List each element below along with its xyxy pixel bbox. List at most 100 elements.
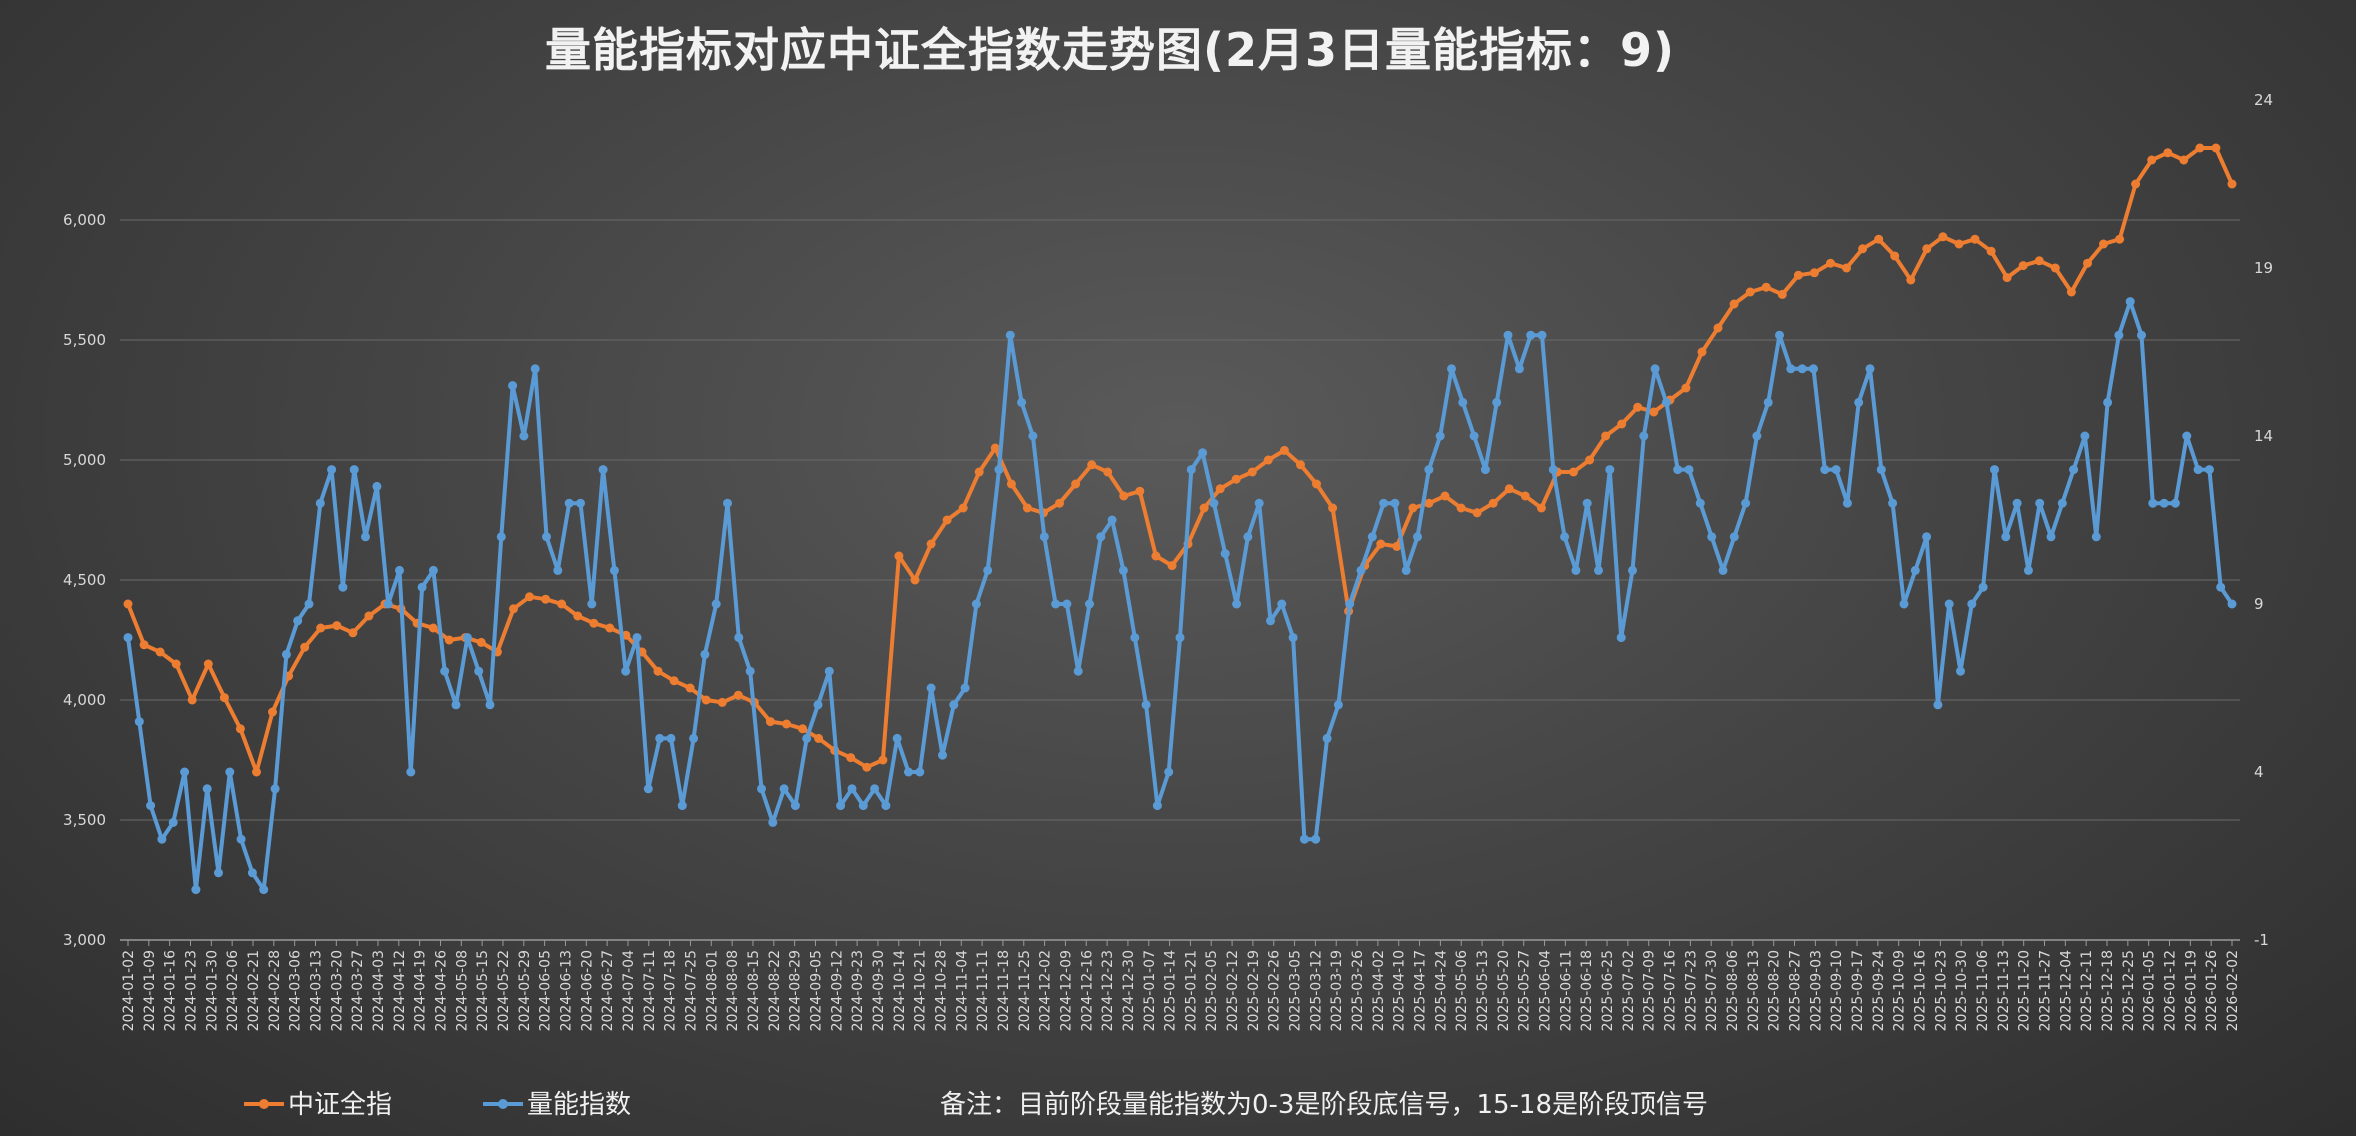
x-tick-label: 2024-07-04	[621, 950, 637, 1031]
data-point	[1713, 323, 1723, 333]
data-point	[2050, 263, 2060, 273]
data-point	[1017, 397, 1027, 407]
x-tick-label: 2024-05-29	[517, 950, 533, 1031]
x-tick-label: 2024-06-27	[600, 950, 616, 1031]
x-tick-label: 2025-09-10	[1829, 950, 1845, 1031]
x-tick-label: 2024-10-28	[933, 950, 949, 1031]
data-point	[2170, 498, 2180, 508]
data-point	[428, 623, 438, 633]
left-axis-ticks: 3,000 3,500 4,000 4,500 5,000 5,500 6,000	[63, 211, 106, 949]
x-tick-label: 2024-11-04	[954, 950, 970, 1031]
x-tick-label: 2024-07-25	[683, 950, 699, 1031]
data-point	[1514, 364, 1524, 374]
data-point	[2080, 431, 2090, 441]
data-point	[1842, 498, 1852, 508]
data-point	[1933, 700, 1943, 710]
data-point	[2227, 599, 2237, 609]
data-point	[1401, 565, 1411, 575]
data-point	[878, 755, 888, 765]
data-point	[609, 565, 619, 575]
data-point	[2012, 498, 2022, 508]
data-point	[1970, 234, 1980, 244]
data-point	[1085, 599, 1094, 609]
data-point	[1842, 263, 1851, 273]
data-point	[476, 637, 486, 647]
x-tick-label: 2024-08-15	[746, 950, 762, 1031]
x-tick-label: 2024-09-12	[829, 950, 845, 1031]
x-tick-label: 2025-04-02	[1371, 950, 1387, 1031]
data-point	[444, 635, 454, 645]
data-point	[836, 801, 846, 811]
data-point	[202, 784, 212, 794]
data-point	[1039, 532, 1049, 542]
data-point	[960, 683, 970, 693]
data-point	[2066, 287, 2076, 297]
right-tick-label: 24	[2254, 91, 2273, 109]
data-point	[281, 649, 291, 659]
data-point	[123, 633, 133, 643]
data-point	[474, 666, 484, 676]
data-point	[587, 599, 597, 609]
data-point	[1729, 532, 1739, 542]
x-tick-label: 2025-05-13	[1475, 950, 1491, 1031]
x-tick-label: 2025-10-23	[1933, 950, 1949, 1031]
data-point	[2159, 498, 2169, 508]
left-tick-label: 5,500	[63, 331, 106, 349]
data-point	[1345, 599, 1355, 609]
data-point	[1424, 465, 1434, 475]
series-line	[126, 299, 2234, 892]
data-point	[1777, 289, 1787, 299]
data-point	[2193, 465, 2203, 475]
data-point	[1118, 565, 1128, 575]
data-point	[1073, 666, 1083, 676]
data-point	[576, 498, 585, 508]
data-point	[1447, 364, 1456, 374]
data-point	[1167, 561, 1177, 571]
left-tick-label: 4,500	[63, 571, 106, 589]
data-point	[2211, 143, 2221, 153]
x-tick-label: 2025-01-14	[1163, 950, 1179, 1031]
data-point	[155, 647, 165, 657]
data-point	[315, 498, 325, 508]
data-point	[1328, 503, 1338, 513]
data-point	[2083, 258, 2092, 268]
x-tick-label: 2025-11-13	[1996, 950, 2012, 1031]
data-point	[1480, 465, 1490, 475]
data-point	[2099, 239, 2108, 249]
data-point	[798, 724, 808, 734]
data-point	[621, 666, 631, 676]
data-point	[348, 628, 358, 638]
x-tick-label: 2024-09-30	[871, 950, 887, 1031]
right-tick-label: 19	[2254, 259, 2273, 277]
data-point	[1392, 541, 1402, 551]
data-point	[1826, 258, 1835, 268]
data-point	[2125, 297, 2135, 307]
data-point	[958, 503, 968, 513]
right-tick-label: 14	[2254, 427, 2273, 445]
data-point	[1356, 565, 1366, 575]
data-point	[598, 465, 608, 475]
x-tick-label: 2025-01-21	[1183, 950, 1199, 1031]
data-point	[1312, 479, 1321, 489]
data-point	[1548, 465, 1558, 475]
chart-title: 量能指标对应中证全指数走势图(2月3日量能指标：9)	[544, 23, 1676, 77]
x-tick-label: 2025-08-06	[1725, 950, 1741, 1031]
data-point	[214, 868, 223, 878]
x-tick-label: 2024-01-30	[204, 950, 220, 1031]
x-tick-label: 2024-04-03	[371, 950, 387, 1031]
data-point	[1006, 479, 1016, 489]
data-point	[1288, 633, 1298, 643]
data-point	[2179, 155, 2189, 165]
data-point	[1775, 330, 1784, 340]
data-point	[926, 539, 936, 549]
data-point	[1456, 503, 1466, 513]
data-point	[1175, 633, 1185, 643]
data-point	[938, 750, 947, 760]
data-point	[2035, 498, 2045, 508]
data-point	[2001, 532, 2011, 542]
data-point	[1390, 498, 1400, 508]
data-point	[1458, 397, 1468, 407]
data-point	[268, 707, 277, 717]
data-point	[1311, 834, 1321, 844]
data-point	[542, 532, 551, 542]
